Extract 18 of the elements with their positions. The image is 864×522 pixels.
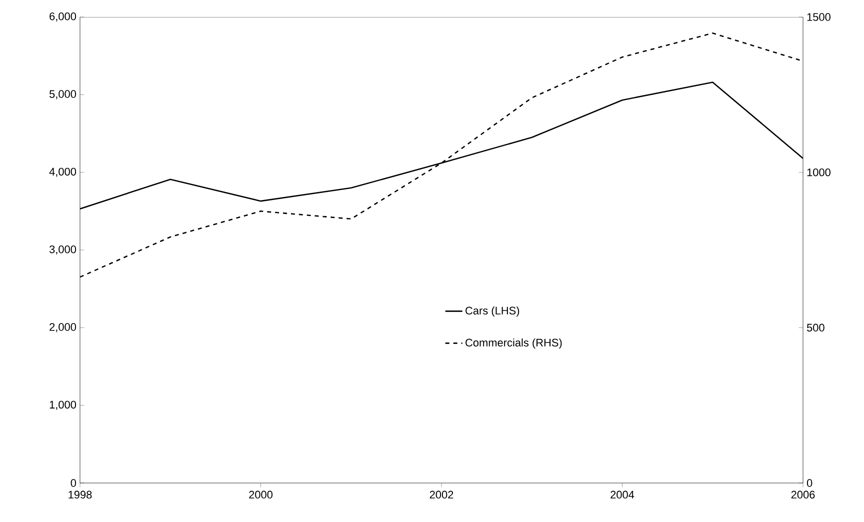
y-tick-label: 3,000 — [49, 245, 76, 255]
y-tick-label: 1,000 — [50, 400, 76, 410]
legend-label: Commercials (RHS) — [466, 338, 562, 349]
x-tick-label: 2002 — [430, 490, 454, 499]
x-tick-label: 2006 — [791, 490, 815, 499]
x-tick-label: 2004 — [610, 490, 634, 499]
y-tick-label: 0 — [70, 479, 76, 487]
y-tick-label: 5,000 — [49, 90, 76, 100]
x-tick-label: 1998 — [68, 490, 92, 499]
y2-tick-label: 1500 — [807, 13, 830, 21]
legend-label: Cars (LHS) — [466, 306, 520, 317]
x-tick-label: 2000 — [249, 490, 272, 499]
y2-tick-label: 0 — [806, 479, 812, 487]
y-tick-label: 4,000 — [49, 168, 76, 177]
y2-tick-label: 1000 — [807, 168, 830, 176]
y-tick-label: 2,000 — [50, 323, 76, 332]
y-tick-label: 6,000 — [50, 12, 76, 22]
y2-tick-label: 500 — [806, 324, 824, 332]
